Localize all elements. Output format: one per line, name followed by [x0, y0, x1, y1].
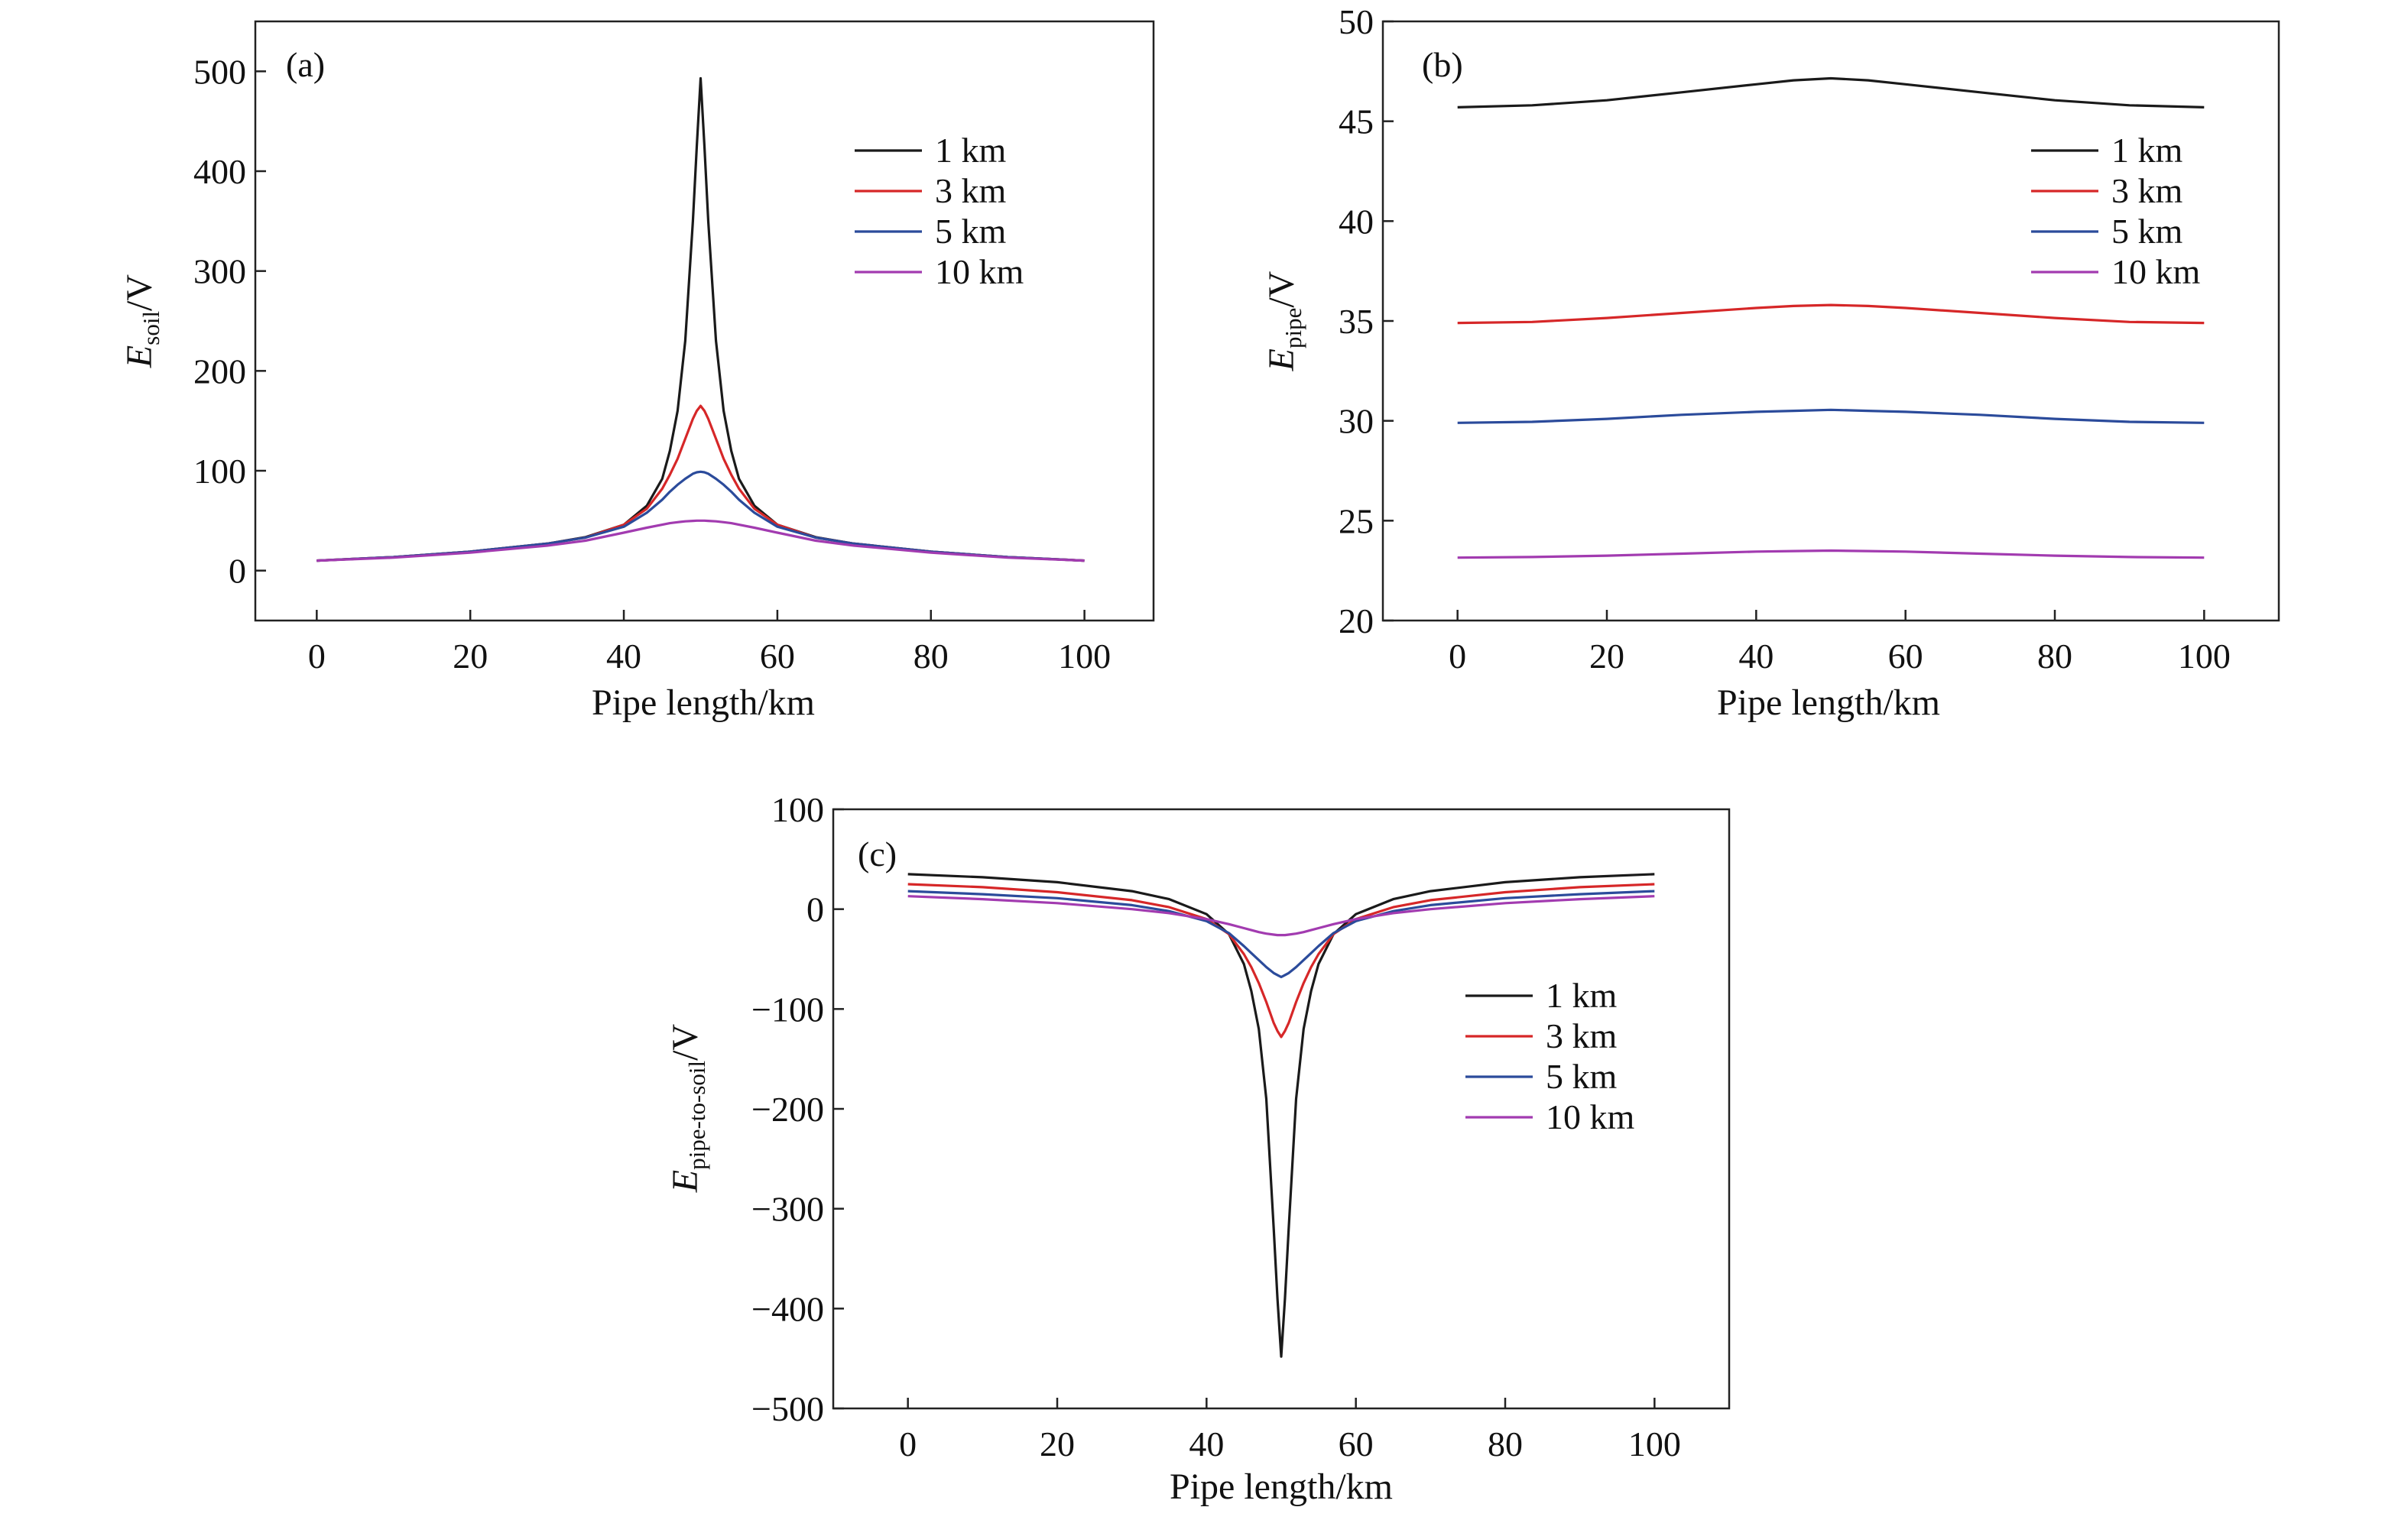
y-tick-label: −500 [751, 1389, 824, 1428]
series-line-10-km [1457, 549, 2205, 559]
series-lines [907, 873, 1655, 1358]
series-line-3-km [316, 404, 1085, 562]
y-axis-label-sub: soil [138, 311, 164, 345]
legend-label: 5 km [1546, 1057, 1618, 1096]
y-axis-label-main: E [119, 345, 160, 368]
y-axis-label: Epipe-to-soil/V [665, 1024, 710, 1194]
y-tick-label: 20 [1339, 601, 1374, 640]
y-tick-label: 0 [806, 890, 824, 929]
x-tick-label: 0 [899, 1424, 917, 1463]
x-tick-label: 80 [1488, 1424, 1523, 1463]
x-tick-label: 20 [1589, 637, 1624, 676]
legend-label: 1 km [1546, 976, 1618, 1015]
panel-a: (a) Pipe length/km Esoil/V 0 20 40 60 80 1000… [119, 20, 1155, 723]
y-axis-label-main: E [1261, 348, 1302, 371]
y-tick-label: 50 [1339, 2, 1374, 41]
y-axis-label-unit: /V [665, 1024, 706, 1061]
plot-frame [254, 20, 1155, 622]
series-lines [316, 76, 1085, 562]
y-tick-label: 400 [193, 152, 246, 191]
y-tick-label: 100 [193, 452, 246, 491]
x-tick-label: 60 [1888, 637, 1923, 676]
legend-label: 3 km [2111, 171, 2183, 210]
y-tick-label: −100 [751, 990, 824, 1029]
y-axis-label-sub: pipe-to-soil [683, 1061, 710, 1170]
tick-group: 0 20 40 60 80 100 0 100 200 300 400 500 [193, 52, 1111, 676]
series-line-3-km [907, 883, 1655, 1039]
series-line-10-km [907, 895, 1655, 937]
y-tick-label: 40 [1339, 202, 1374, 241]
legend-label: 10 km [2111, 252, 2201, 291]
y-tick-label: −200 [751, 1090, 824, 1129]
x-tick-label: 60 [760, 637, 795, 676]
y-axis-label-sub: pipe [1280, 308, 1306, 348]
y-axis-label: Esoil/V [119, 274, 164, 368]
series-line-5-km [316, 470, 1085, 562]
x-tick-label: 100 [2178, 637, 2231, 676]
x-tick-label: 80 [914, 637, 949, 676]
series-lines [1457, 76, 2205, 559]
x-tick-label: 20 [453, 637, 488, 676]
legend-label: 3 km [935, 171, 1007, 210]
y-axis-label-unit: /V [119, 274, 160, 311]
x-tick-label: 100 [1058, 637, 1111, 676]
series-line-5-km [1457, 408, 2205, 424]
x-tick-label: 40 [1738, 637, 1774, 676]
series-line-1-km [1457, 76, 2205, 109]
y-axis-label: Epipe/V [1261, 271, 1306, 371]
y-tick-label: 35 [1339, 302, 1374, 341]
legend-label: 5 km [935, 212, 1007, 251]
legend-label: 3 km [1546, 1016, 1618, 1055]
y-tick-label: 200 [193, 352, 246, 391]
legend-label: 5 km [2111, 212, 2183, 251]
x-tick-label: 80 [2037, 637, 2072, 676]
tick-group: 0 20 40 60 80 100 −500 −400 −300 −200 −100 0 100 [751, 790, 1681, 1463]
x-axis-label: Pipe length/km [1717, 682, 1940, 723]
x-tick-label: 60 [1339, 1424, 1374, 1463]
panel-c: (c) Pipe length/km Epipe-to-soil/V 0 20 40… [665, 790, 1731, 1507]
y-tick-label: 0 [229, 552, 246, 591]
legend-label: 1 km [2111, 131, 2183, 170]
x-tick-label: 0 [308, 637, 326, 676]
x-tick-label: 0 [1449, 637, 1466, 676]
y-tick-label: 25 [1339, 501, 1374, 540]
panel-label: (a) [286, 45, 325, 84]
panel-label: (b) [1422, 45, 1463, 84]
y-tick-label: 45 [1339, 102, 1374, 141]
x-tick-label: 40 [606, 637, 641, 676]
y-tick-label: 30 [1339, 402, 1374, 441]
x-axis-label: Pipe length/km [592, 682, 815, 723]
x-tick-label: 100 [1628, 1424, 1681, 1463]
y-tick-label: −400 [751, 1289, 824, 1328]
y-tick-label: 100 [771, 790, 824, 829]
series-line-1-km [907, 873, 1655, 1358]
y-axis-label-unit: /V [1261, 271, 1302, 307]
y-tick-label: 500 [193, 52, 246, 91]
y-tick-label: −300 [751, 1190, 824, 1229]
tick-group: 0 20 40 60 80 100 20 25 30 35 40 45 50 [1339, 2, 2231, 676]
x-tick-label: 40 [1189, 1424, 1224, 1463]
series-line-10-km [316, 519, 1085, 562]
legend-label: 1 km [935, 131, 1007, 170]
legend-label: 10 km [935, 252, 1024, 291]
panel-b: (b) Pipe length/km Epipe/V 0 20 40 60 80 100 2… [1261, 2, 2280, 723]
legend-label: 10 km [1546, 1097, 1635, 1136]
y-tick-label: 300 [193, 252, 246, 291]
series-line-3-km [1457, 303, 2205, 325]
x-axis-label: Pipe length/km [1170, 1467, 1393, 1507]
y-axis-label-main: E [665, 1170, 706, 1193]
x-tick-label: 20 [1040, 1424, 1075, 1463]
panel-label: (c) [858, 835, 897, 873]
